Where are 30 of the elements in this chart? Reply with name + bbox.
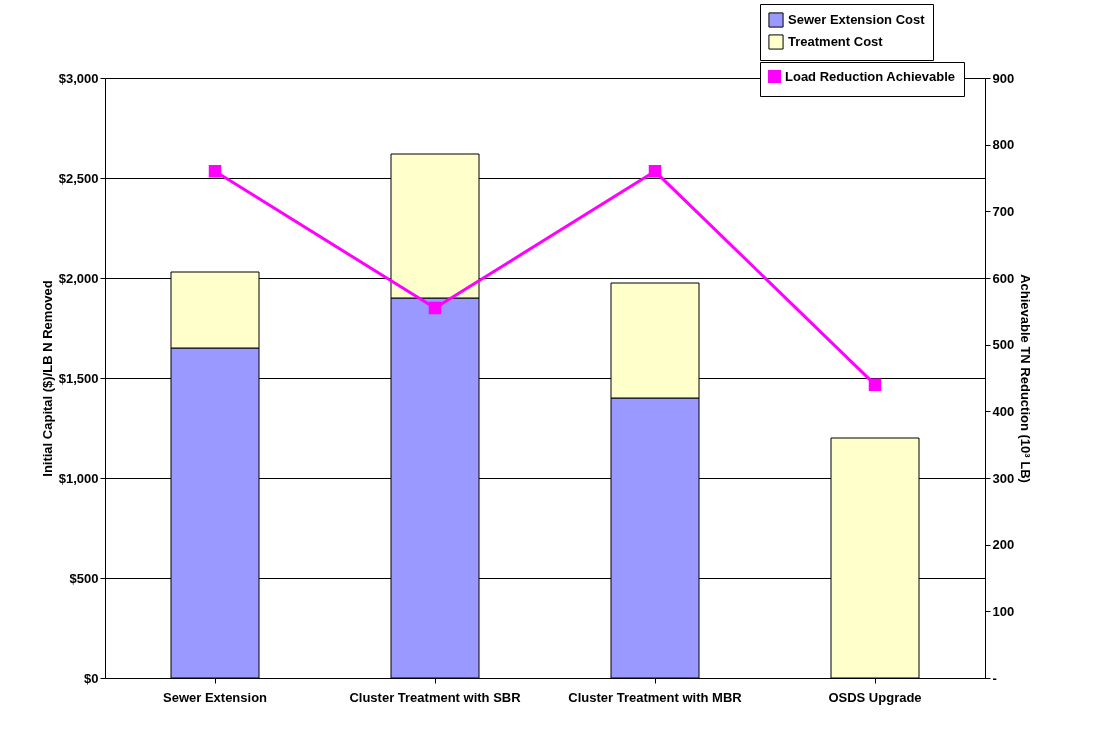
legend-label: Sewer Extension Cost bbox=[788, 12, 926, 27]
y2-tick-label: 200 bbox=[992, 537, 1015, 553]
y2-tick-label: 500 bbox=[992, 337, 1015, 353]
x-tick-label: Sewer Extension bbox=[162, 689, 268, 705]
y2-tick-label: 400 bbox=[992, 403, 1015, 419]
y2-tick-label: 600 bbox=[992, 270, 1015, 286]
point bbox=[648, 165, 662, 178]
y2-tick-label: 900 bbox=[992, 70, 1015, 86]
y2-tick-label: 700 bbox=[992, 203, 1015, 219]
legend-label: Treatment Cost bbox=[788, 34, 884, 49]
y-tick-label: $0 bbox=[84, 670, 99, 686]
legend-label: Load Reduction Achievable bbox=[785, 68, 955, 84]
y2-tick-label: 300 bbox=[992, 470, 1015, 486]
y-tick-label: $500 bbox=[69, 570, 99, 586]
y-tick-label: $1,500 bbox=[58, 370, 99, 386]
y-tick-label: $2,000 bbox=[58, 270, 99, 286]
y-axis-title: Initial Capital ($)/LB N Removed bbox=[39, 280, 55, 477]
point bbox=[208, 165, 222, 178]
point bbox=[428, 301, 442, 315]
y2-tick-label: - bbox=[992, 670, 997, 686]
y2-axis-title: Achievable TN Reduction (10³ LB) bbox=[1018, 274, 1034, 483]
y-tick-label: $2,500 bbox=[58, 170, 99, 186]
y2-tick-label: 800 bbox=[992, 137, 1015, 153]
y-tick-label: $1,000 bbox=[58, 470, 99, 486]
x-tick-label: OSDS Upgrade bbox=[828, 689, 922, 705]
y2-tick-label: 100 bbox=[992, 603, 1015, 619]
x-tick-label: Cluster Treatment with SBR bbox=[349, 689, 522, 705]
point bbox=[868, 378, 882, 391]
x-tick-label: Cluster Treatment with MBR bbox=[568, 689, 743, 705]
y-tick-label: $3,000 bbox=[58, 70, 99, 86]
